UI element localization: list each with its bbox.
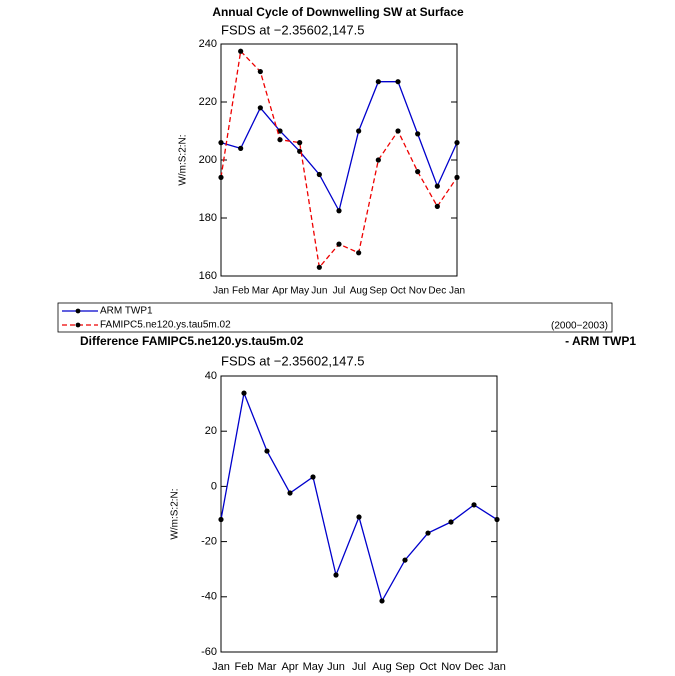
data-point [287, 490, 293, 496]
series-line [220, 49, 458, 269]
x-tick-label: Feb [235, 661, 254, 673]
y-tick-label: -20 [201, 536, 217, 548]
data-point [316, 264, 322, 270]
data-point [238, 48, 244, 54]
y-tick-label: 160 [199, 270, 217, 282]
x-tick-label: Jun [311, 286, 327, 297]
data-point [434, 203, 440, 209]
chart-subtitle: FSDS at −2.35602,147.5 [221, 22, 364, 37]
x-tick-label: Dec [428, 286, 446, 297]
y-tick-label: -40 [201, 591, 217, 603]
data-point [415, 169, 421, 175]
data-point [257, 105, 263, 111]
x-tick-label: Mar [258, 661, 277, 673]
y-tick-label: 40 [205, 370, 217, 382]
chart-title-right: - ARM TWP1 [565, 334, 636, 348]
data-point [375, 79, 381, 85]
data-point [356, 250, 362, 256]
data-point [277, 128, 283, 134]
plot-frame [220, 375, 498, 653]
data-point [494, 516, 500, 523]
x-tick-label: Sep [395, 661, 415, 673]
data-point [402, 557, 408, 563]
data-point [218, 516, 224, 523]
x-tick-label: Oct [390, 286, 406, 297]
legend-marker [75, 308, 81, 314]
legend-marker [75, 322, 81, 328]
y-tick-label: 180 [199, 212, 217, 224]
x-tick-label: Sep [369, 286, 387, 297]
legend-note: (2000−2003) [551, 321, 608, 332]
x-tick-label: Aug [350, 286, 368, 297]
y-tick-label: 0 [211, 480, 217, 492]
plot-frame [220, 43, 458, 277]
y-axis-label: W/m:S:2:N: [178, 134, 189, 185]
data-point [395, 128, 401, 134]
data-point [379, 598, 385, 604]
x-tick-label: Jun [327, 661, 345, 673]
x-tick-label: Jan [213, 286, 229, 297]
data-point [316, 171, 322, 178]
legend-box [57, 302, 613, 333]
data-point [425, 530, 431, 536]
data-point [238, 145, 244, 151]
data-point [395, 79, 401, 85]
x-tick-label: Jul [352, 661, 366, 673]
chart-title: Annual Cycle of Downwelling SW at Surfac… [212, 5, 464, 19]
y-axis-label: W/m:S:2:N: [170, 488, 181, 539]
x-tick-label: May [290, 286, 309, 297]
chart-title: Difference FAMIPC5.ne120.ys.tau5m.02 [80, 334, 304, 348]
chart-subtitle: FSDS at −2.35602,147.5 [221, 353, 364, 368]
data-point [356, 514, 362, 520]
data-point [218, 174, 224, 180]
data-point [310, 474, 316, 480]
x-tick-label: Aug [372, 661, 392, 673]
data-point [375, 157, 381, 163]
x-tick-label: Oct [419, 661, 436, 673]
x-tick-label: Nov [409, 286, 427, 297]
data-point [297, 140, 303, 146]
series-line [220, 81, 458, 213]
data-point [415, 131, 421, 137]
data-point [448, 519, 454, 525]
x-tick-label: Feb [232, 286, 250, 297]
x-tick-label: Jan [212, 661, 230, 673]
data-point [264, 448, 270, 454]
y-tick-label: 200 [199, 154, 217, 166]
data-point [434, 183, 440, 189]
x-tick-label: Jul [333, 286, 346, 297]
y-tick-label: 20 [205, 425, 217, 437]
data-point [454, 140, 460, 146]
x-tick-label: Apr [272, 286, 288, 297]
data-point [356, 128, 362, 134]
data-point [218, 140, 224, 146]
y-tick-label: -60 [201, 646, 217, 658]
x-tick-label: May [303, 661, 324, 673]
x-tick-label: Jan [449, 286, 465, 297]
data-point [336, 208, 342, 214]
data-point [277, 137, 283, 143]
data-point [336, 241, 342, 247]
data-point [257, 68, 263, 75]
data-point [454, 174, 460, 180]
x-tick-label: Nov [441, 661, 461, 673]
data-point [333, 572, 339, 578]
series-line [220, 390, 498, 603]
legend-label: FAMIPC5.ne120.ys.tau5m.02 [100, 320, 231, 331]
x-tick-label: Apr [281, 661, 298, 673]
x-tick-label: Jan [488, 661, 506, 673]
y-tick-label: 240 [199, 38, 217, 50]
x-tick-label: Dec [464, 661, 484, 673]
legend-label: ARM TWP1 [100, 306, 153, 317]
data-point [471, 502, 477, 508]
data-point [241, 390, 247, 396]
x-tick-label: Mar [252, 286, 270, 297]
y-tick-label: 220 [199, 96, 217, 108]
